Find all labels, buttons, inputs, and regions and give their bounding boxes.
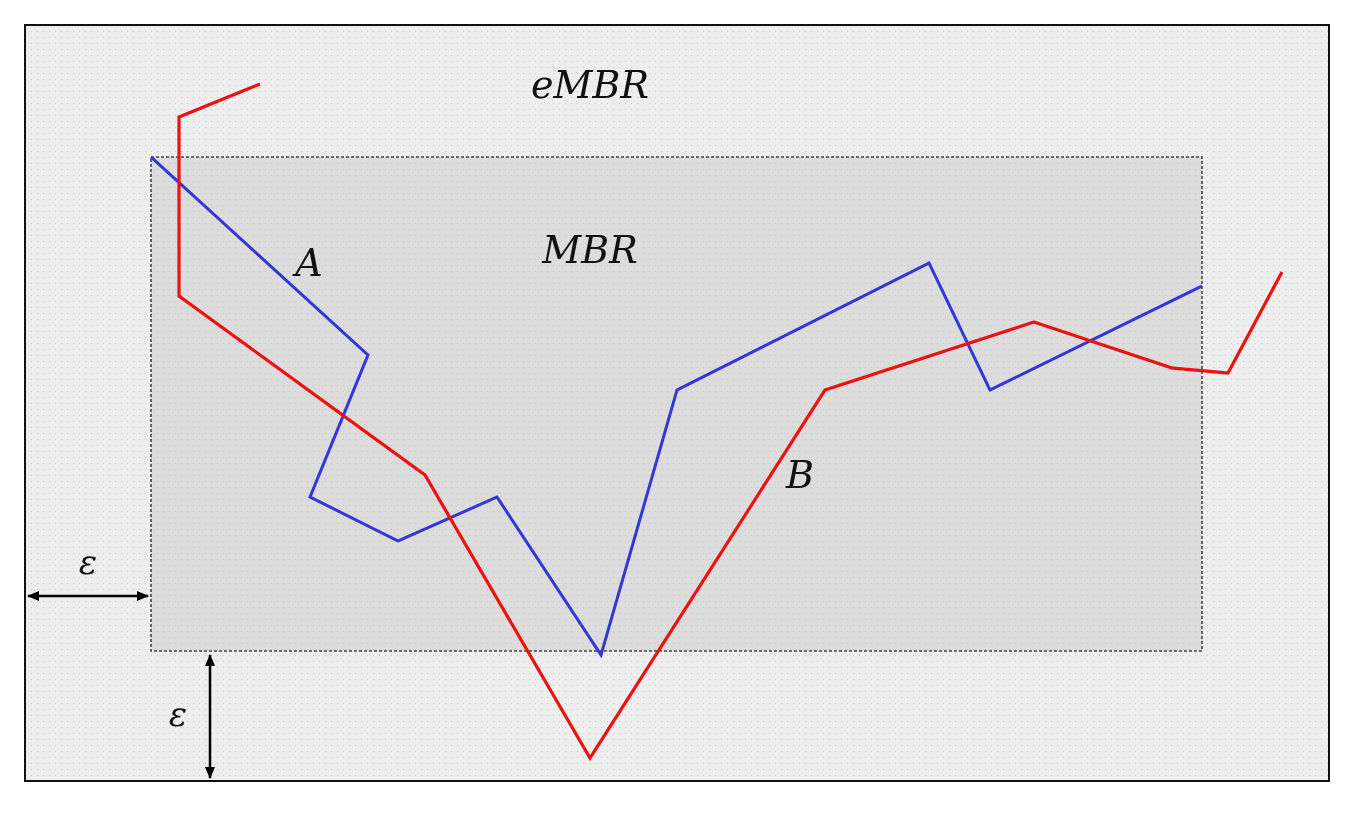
mbr-label: MBR	[541, 228, 637, 272]
series-b-line	[177, 82, 1284, 762]
epsilon-horizontal-label: ε	[79, 543, 97, 583]
series-b-label: B	[785, 453, 814, 497]
embr-label: eMBR	[531, 63, 649, 107]
series-a-label: A	[292, 241, 322, 285]
mbr-region	[150, 156, 1203, 652]
epsilon-vertical-label: ε	[169, 695, 187, 735]
series-a-line	[149, 155, 1203, 659]
